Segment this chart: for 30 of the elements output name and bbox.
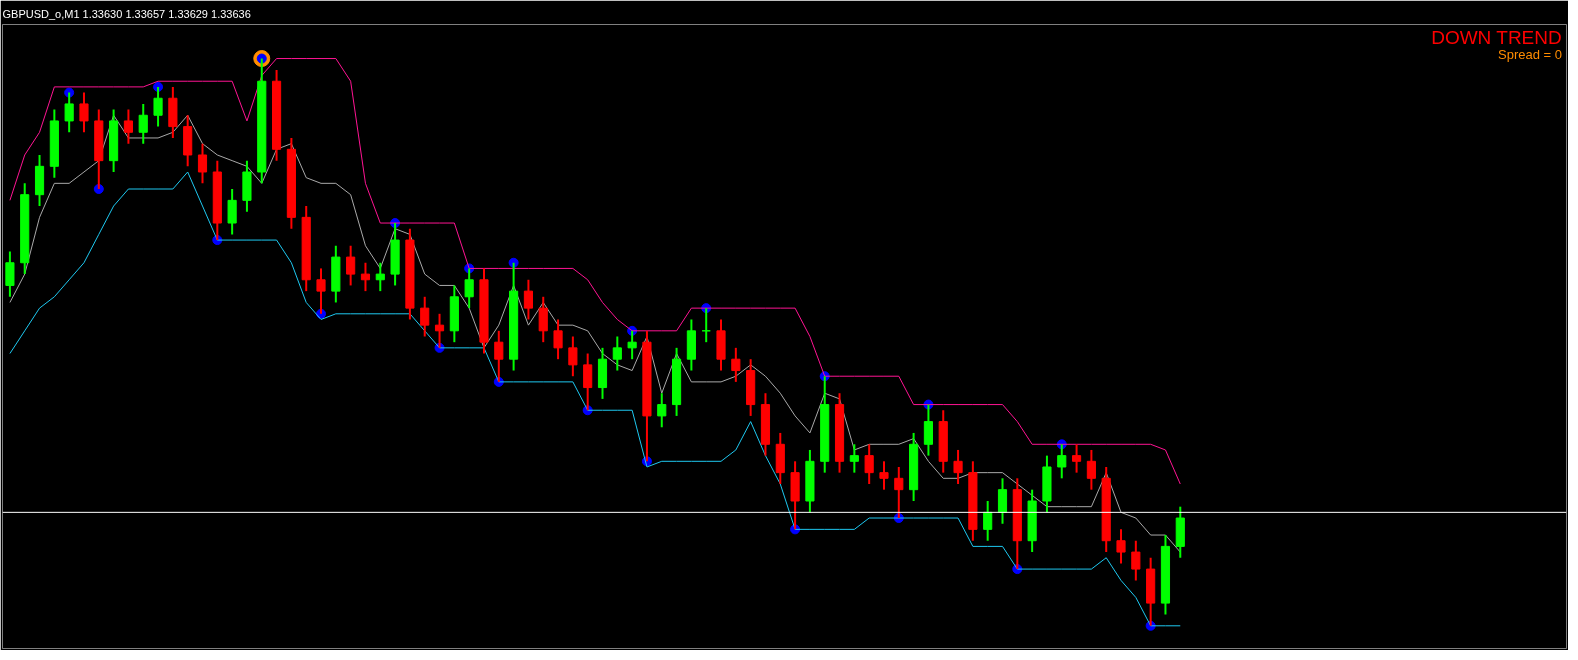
candlestick (123, 108, 133, 145)
candlestick (538, 295, 548, 344)
candlestick (346, 244, 356, 287)
candlestick (1131, 539, 1141, 582)
candlestick (227, 188, 237, 236)
candlestick (197, 142, 208, 185)
text: Spread = 0 (1498, 47, 1563, 63)
candlestick (849, 443, 859, 474)
candlestick (953, 448, 963, 485)
candlestick (138, 102, 148, 145)
candlestick (1116, 528, 1126, 565)
candlestick (612, 335, 622, 372)
candlestick (360, 261, 371, 293)
candlestick (568, 335, 578, 378)
candlestick (879, 460, 889, 491)
candlestick (1072, 443, 1082, 474)
candlestick (731, 346, 741, 383)
candlestick (657, 392, 667, 429)
candlestick (997, 477, 1008, 525)
candlestick (523, 278, 533, 321)
candlestick (553, 318, 563, 361)
candlestick (375, 261, 385, 293)
candlestick (5, 250, 15, 298)
candlestick (983, 500, 993, 542)
chart-title: GBPUSD_o,M1 1.33630 1.33657 1.33629 1.33636 (2, 7, 251, 20)
candlestick (420, 295, 430, 338)
text: DOWN TREND (1431, 27, 1562, 49)
candlestick (79, 91, 89, 134)
candlestick (864, 443, 874, 485)
candlestick (1086, 448, 1096, 491)
